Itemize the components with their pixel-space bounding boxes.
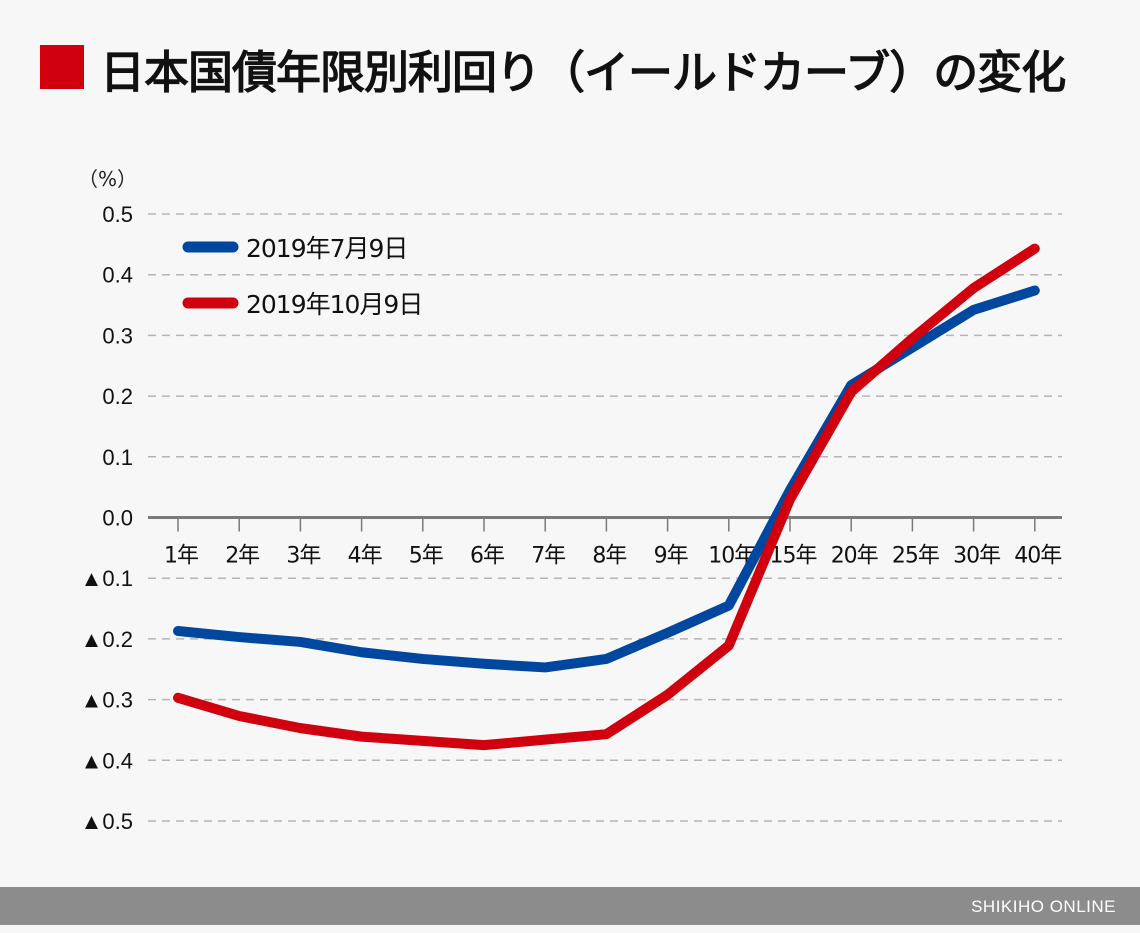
x-tick-label: 7年 xyxy=(531,544,565,569)
y-tick-label: ▲0.3 xyxy=(81,688,133,713)
y-tick-label: ▲0.5 xyxy=(81,809,133,834)
y-tick-label: 0.3 xyxy=(102,323,133,348)
footer-brand: SHIKIHO ONLINE xyxy=(971,897,1116,916)
x-tick-label: 2年 xyxy=(225,544,259,569)
footer-bar: SHIKIHO ONLINE xyxy=(0,887,1140,925)
x-tick-label: 9年 xyxy=(654,544,688,569)
x-tick-label: 4年 xyxy=(348,544,382,569)
y-tick-label: ▲0.4 xyxy=(81,748,133,773)
chart-title: 日本国債年限別利回り（イールドカーブ）の変化 xyxy=(100,46,1066,99)
y-tick-label: ▲0.2 xyxy=(81,627,133,652)
x-tick-label: 20年 xyxy=(831,544,878,569)
x-tick-label: 5年 xyxy=(409,544,443,569)
y-tick-label: 0.2 xyxy=(102,384,133,409)
legend-label: 2019年7月9日 xyxy=(246,234,407,263)
y-axis-unit: （%） xyxy=(78,167,137,191)
x-tick-label: 40年 xyxy=(1014,544,1061,569)
y-tick-label: 0.1 xyxy=(102,445,133,470)
x-tick-label: 25年 xyxy=(892,544,939,569)
x-tick-label: 15年 xyxy=(770,544,817,569)
legend-label: 2019年10月9日 xyxy=(246,290,422,319)
x-tick-label: 3年 xyxy=(286,544,320,569)
y-tick-label: 0.5 xyxy=(102,202,133,227)
line-chart: （%） 0.5 0.4 0.3 0.2 0.1 0.0 ▲0.1 ▲0.2 ▲0.3 ▲0.4 ▲0.… xyxy=(78,167,1062,834)
x-tick-label: 30年 xyxy=(953,544,1000,569)
title-marker xyxy=(40,45,84,89)
y-tick-label: 0.4 xyxy=(102,263,133,288)
x-tick-label: 1年 xyxy=(164,544,198,569)
y-tick-label: 0.0 xyxy=(102,506,133,531)
x-tick-label: 6年 xyxy=(470,544,504,569)
y-tick-label: ▲0.1 xyxy=(81,566,133,591)
series-line-1 xyxy=(173,243,1040,751)
x-tick-label: 8年 xyxy=(592,544,626,569)
